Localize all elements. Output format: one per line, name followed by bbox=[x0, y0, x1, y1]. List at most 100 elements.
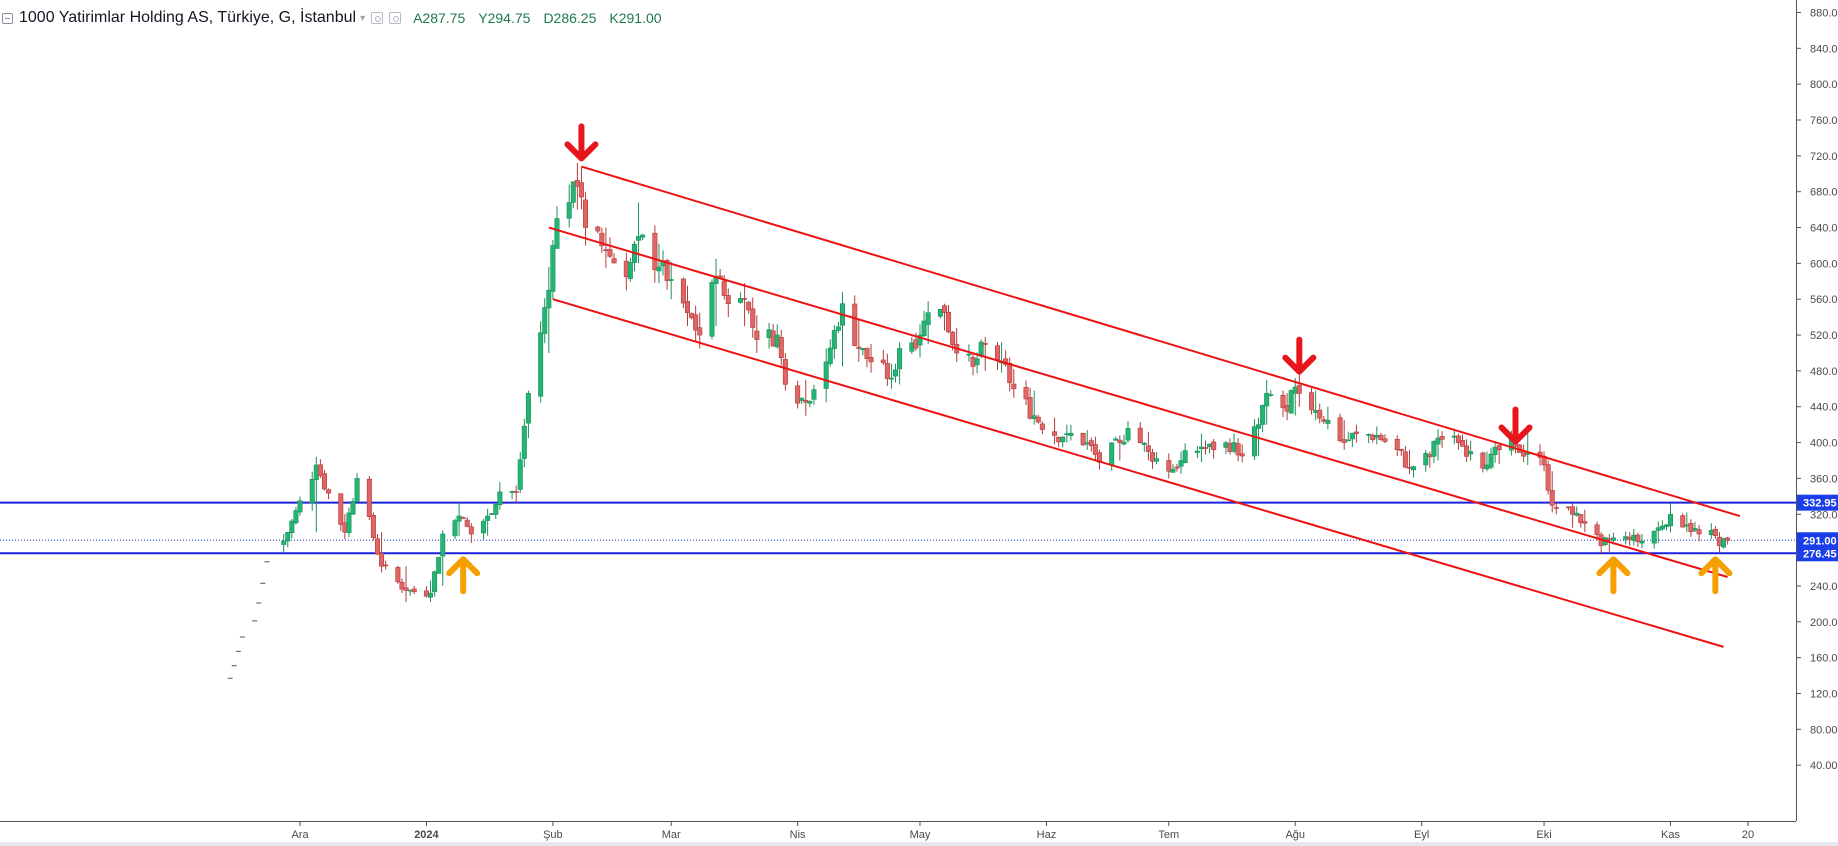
red-down-arrow-icon bbox=[564, 123, 599, 162]
candle-body bbox=[1007, 362, 1013, 384]
hide-icon[interactable] bbox=[389, 12, 402, 24]
candle bbox=[970, 352, 976, 376]
candle bbox=[640, 233, 646, 241]
candle-body bbox=[578, 182, 584, 198]
candle-body bbox=[1080, 433, 1086, 446]
candle bbox=[660, 250, 666, 276]
price-axis[interactable]: 880.00 840.00 800.00 760.00 720.00 680.00 640.… bbox=[1796, 0, 1838, 846]
candle bbox=[1088, 437, 1094, 452]
candle bbox=[452, 518, 458, 540]
candle-body bbox=[1231, 442, 1237, 452]
ohlc-open: A287.75 bbox=[413, 10, 466, 26]
candle bbox=[982, 336, 988, 371]
candle bbox=[974, 352, 980, 374]
candle-body bbox=[281, 540, 287, 545]
candle-body bbox=[827, 347, 833, 364]
candle bbox=[693, 305, 699, 342]
candle bbox=[1349, 432, 1355, 448]
candle-body bbox=[313, 464, 319, 480]
candle bbox=[1011, 369, 1017, 398]
x-tick-label: Nis bbox=[790, 829, 806, 841]
candlesticks bbox=[281, 163, 1731, 603]
settings-icon[interactable] bbox=[371, 12, 384, 24]
dropdown-caret-icon[interactable]: ▾ bbox=[360, 12, 366, 24]
candle-body bbox=[370, 514, 376, 538]
candle-body bbox=[1113, 438, 1119, 441]
candle bbox=[566, 184, 572, 228]
candle bbox=[1170, 464, 1176, 473]
candle-body bbox=[1427, 454, 1433, 458]
candle-body bbox=[1035, 416, 1041, 423]
candle bbox=[1484, 451, 1490, 472]
candle-body bbox=[1378, 434, 1384, 440]
candle-body bbox=[884, 363, 890, 379]
candle bbox=[888, 363, 894, 389]
red-down-arrow-icon bbox=[1282, 336, 1317, 375]
candle-body bbox=[774, 334, 780, 348]
candle bbox=[937, 308, 943, 319]
candle bbox=[1321, 416, 1327, 424]
candle bbox=[1402, 446, 1408, 469]
candle-body bbox=[566, 202, 572, 219]
candle-body bbox=[1606, 538, 1612, 540]
candle bbox=[326, 488, 332, 500]
y-tick-label: 160.00 bbox=[1810, 653, 1838, 665]
candle-body bbox=[285, 532, 291, 542]
candle-body bbox=[823, 361, 829, 389]
channel-line bbox=[581, 165, 1741, 518]
y-tick-label: 800.00 bbox=[1810, 79, 1838, 91]
candle-body bbox=[354, 478, 360, 503]
candle-body bbox=[1635, 534, 1641, 542]
candle bbox=[379, 532, 385, 573]
candle-body bbox=[1721, 538, 1727, 548]
y-tick-label: 120.00 bbox=[1810, 688, 1838, 700]
time-axis[interactable]: Ara 2024 Şub Mar Nis May Haz Tem Ağu Eyl Eki Kas 20 bbox=[0, 821, 1838, 846]
candle bbox=[954, 327, 960, 362]
candle-body bbox=[1064, 433, 1070, 435]
candle bbox=[864, 347, 870, 368]
candle bbox=[1459, 434, 1465, 447]
candle-body bbox=[852, 303, 858, 346]
candle-body bbox=[326, 489, 332, 494]
candle-body bbox=[1484, 464, 1490, 470]
candle-body bbox=[423, 590, 429, 597]
symbol-title[interactable]: 1000 Yatirimlar Holding AS, Türkiye, G, … bbox=[19, 9, 357, 26]
candle bbox=[309, 471, 315, 511]
candle-body bbox=[1052, 431, 1058, 436]
candle bbox=[778, 329, 784, 366]
x-tick-label: Şub bbox=[543, 829, 563, 841]
candle-body bbox=[664, 260, 670, 281]
candle-body bbox=[970, 357, 976, 367]
candle-body bbox=[656, 266, 662, 272]
y-tick-label: 640.00 bbox=[1810, 223, 1838, 235]
candle-body bbox=[1651, 530, 1657, 544]
candle-body bbox=[1027, 397, 1033, 419]
candle bbox=[383, 560, 389, 570]
candle bbox=[289, 518, 295, 539]
candle bbox=[338, 493, 344, 531]
candle bbox=[1468, 440, 1474, 461]
candle-body bbox=[640, 234, 646, 238]
candle bbox=[868, 344, 874, 373]
candle-body bbox=[309, 478, 315, 504]
candle-body bbox=[1402, 451, 1408, 468]
collapse-icon[interactable] bbox=[2, 12, 13, 24]
candle-body bbox=[835, 326, 841, 331]
candle bbox=[370, 512, 376, 541]
candle bbox=[766, 322, 772, 349]
candle bbox=[893, 363, 899, 383]
candle bbox=[1149, 448, 1155, 470]
candle-body bbox=[595, 226, 601, 232]
candle-body bbox=[652, 232, 658, 271]
candle bbox=[350, 497, 356, 515]
candle-body bbox=[460, 517, 466, 519]
candle-body bbox=[513, 491, 519, 493]
candle bbox=[1427, 451, 1433, 468]
candle-body bbox=[1398, 448, 1404, 451]
candle-body bbox=[1182, 450, 1188, 463]
candle-body bbox=[738, 298, 744, 303]
candle-body bbox=[489, 513, 495, 515]
descending-channel[interactable] bbox=[548, 165, 1741, 648]
